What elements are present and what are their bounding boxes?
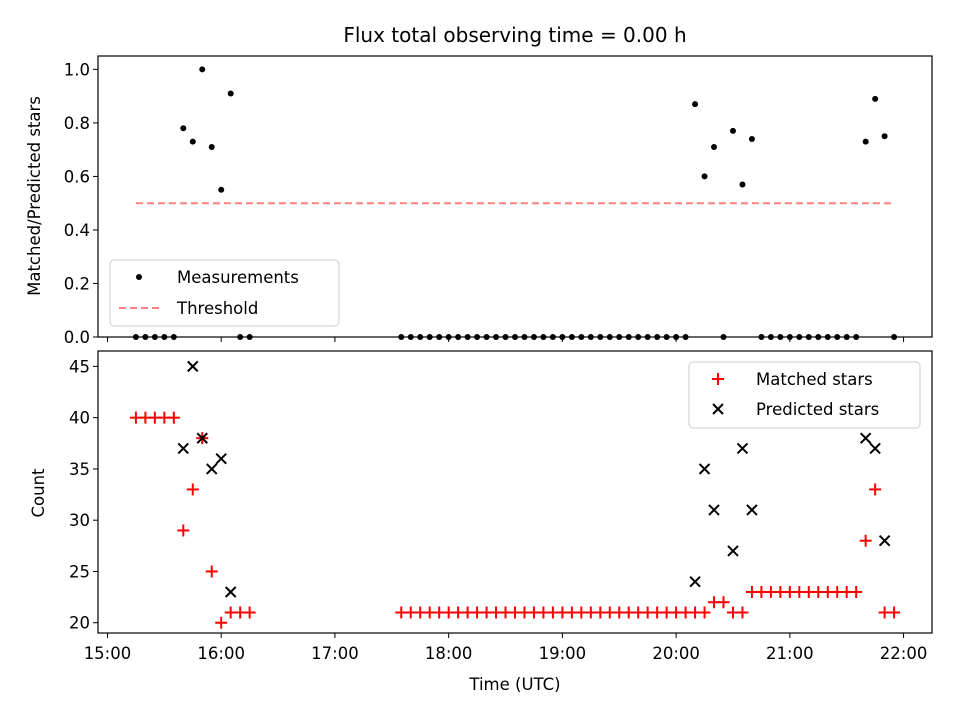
top-ytick-label: 0.4 (64, 221, 90, 240)
bottom-xtick-label: 17:00 (311, 644, 359, 663)
bottom-ytick-label: 40 (69, 409, 90, 428)
matched-star-point (859, 534, 872, 547)
matched-star-point (186, 483, 199, 496)
bottom-ytick-label: 20 (69, 614, 90, 633)
measurement-point (199, 66, 206, 73)
measurement-point (189, 138, 196, 145)
predicted-star-point (187, 360, 199, 373)
measurement-point (208, 143, 215, 150)
predicted-star-point (727, 545, 739, 557)
measurement-point (711, 143, 718, 150)
matched-star-point (888, 606, 901, 619)
predicted-star-point (736, 442, 749, 455)
matched-star-point (850, 585, 863, 598)
top-y-axis-label: Matched/Predicted stars (25, 96, 44, 296)
predicted-star-point (708, 504, 720, 516)
legend-matched-label: Matched stars (756, 370, 873, 389)
bottom-legend: Matched stars Predicted stars (688, 361, 921, 429)
measurement-point (692, 101, 699, 108)
matched-star-point (717, 596, 730, 609)
predicted-star-point (869, 442, 881, 455)
legend-measurements-marker (136, 274, 142, 280)
legend-threshold-label: Threshold (176, 299, 258, 318)
measurement-point (227, 90, 234, 97)
bottom-ytick-label: 30 (69, 511, 90, 530)
top-legend: Measurements Threshold (109, 259, 340, 327)
legend-measurements-label: Measurements (177, 268, 299, 287)
matched-star-point (205, 565, 218, 578)
chart-title: Flux total observing time = 0.00 h (343, 23, 686, 47)
matched-star-point (869, 483, 882, 496)
x-axis-label: Time (UTC) (468, 675, 560, 694)
bottom-xtick-label: 18:00 (425, 644, 473, 663)
measurement-point (881, 133, 888, 140)
bottom-plot-frame (97, 350, 933, 634)
legend-matched-marker (712, 373, 724, 385)
bottom-ytick-label: 25 (69, 562, 90, 581)
bottom-ytick-label: 45 (69, 357, 90, 376)
measurement-point (748, 135, 755, 142)
measurement-point (180, 125, 187, 132)
predicted-star-point (859, 432, 872, 444)
bottom-xtick-label: 21:00 (766, 644, 814, 663)
predicted-star-point (878, 535, 891, 547)
predicted-star-point (746, 504, 758, 516)
matched-star-point (167, 411, 180, 424)
measurement-point (701, 173, 708, 180)
bottom-ytick-label: 35 (69, 460, 90, 479)
top-plot-frame (97, 55, 933, 338)
bottom-xtick-label: 22:00 (880, 644, 928, 663)
measurement-point (862, 138, 869, 145)
top-ytick-label: 0.8 (64, 114, 90, 133)
measurement-point (872, 95, 879, 102)
bottom-y-axis-label: Count (29, 468, 48, 518)
bottom-xtick-label: 19:00 (539, 644, 587, 663)
matched-star-point (243, 606, 256, 619)
predicted-star-point (177, 442, 190, 455)
predicted-star-point (206, 463, 218, 475)
top-ytick-label: 1.0 (64, 60, 90, 79)
top-plot-area: 0.0 0.2 0.4 0.6 0.8 1.0 (64, 55, 933, 347)
bottom-plot-area: 20 25 30 35 40 45 15:00 16:00 17:00 18:00 19:00 20:… (69, 350, 933, 663)
predicted-star-point (689, 576, 701, 588)
bottom-xtick-label: 20:00 (652, 644, 700, 663)
legend-predicted-label: Predicted stars (756, 400, 879, 419)
bottom-legend-frame (688, 361, 921, 429)
bottom-xtick-label: 15:00 (84, 644, 132, 663)
bottom-xtick-label: 16:00 (197, 644, 245, 663)
matched-star-point (698, 606, 711, 619)
predicted-star-point (215, 452, 227, 465)
top-ytick-label: 0.6 (64, 167, 90, 186)
top-ytick-label: 0.0 (64, 328, 90, 347)
legend-predicted-marker (712, 403, 724, 415)
measurement-point (739, 181, 746, 188)
predicted-star-point (224, 586, 237, 598)
matched-star-point (215, 616, 228, 629)
measurement-point (729, 127, 736, 134)
top-legend-frame (109, 259, 340, 327)
measurement-point (218, 186, 225, 193)
predicted-star-point (196, 432, 208, 444)
top-ytick-label: 0.2 (64, 274, 90, 293)
matched-star-point (177, 524, 190, 537)
matched-star-point (736, 606, 749, 619)
predicted-star-point (698, 463, 711, 475)
